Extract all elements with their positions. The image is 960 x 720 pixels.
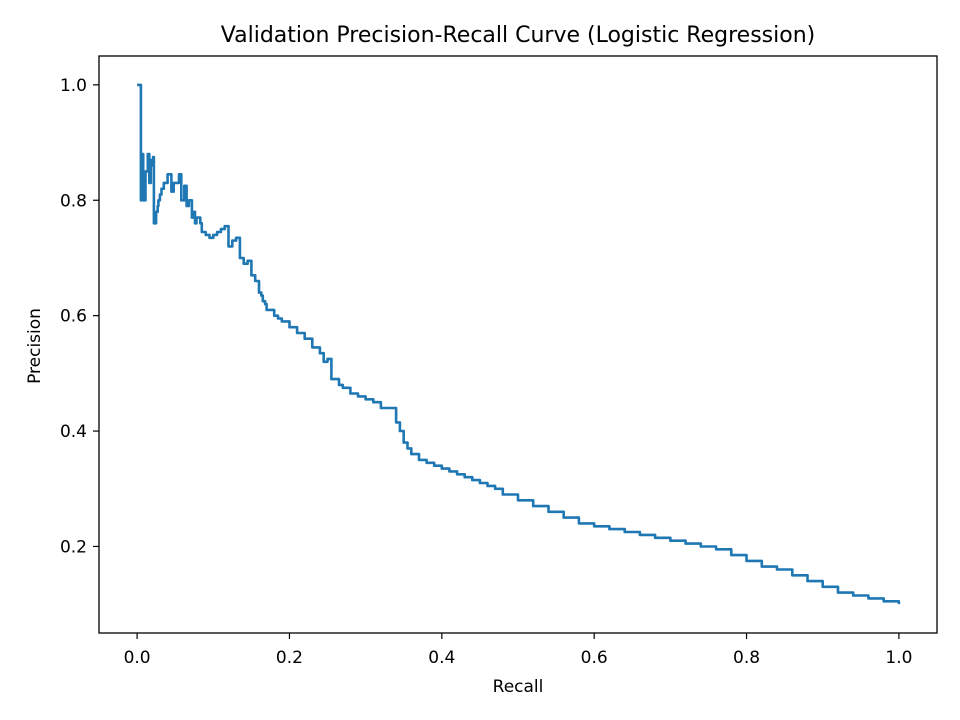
series-line-precision-recall — [137, 83, 901, 605]
y-tick-label: 0.8 — [60, 191, 87, 211]
x-tick-label: 0.6 — [581, 648, 608, 668]
x-axis-ticks: 0.0 0.2 0.4 0.6 0.8 1.0 — [124, 633, 912, 668]
x-tick-label: 1.0 — [885, 648, 912, 668]
y-axis-label: Precision — [25, 308, 45, 384]
x-tick-label: 0.2 — [276, 648, 303, 668]
x-axis-label: Recall — [493, 677, 544, 697]
x-tick-label: 0.0 — [124, 648, 151, 668]
y-tick-label: 0.2 — [60, 537, 87, 557]
x-tick-label: 0.4 — [428, 648, 455, 668]
x-tick-label: 0.8 — [733, 648, 760, 668]
y-tick-label: 1.0 — [60, 76, 87, 96]
chart-title: Validation Precision-Recall Curve (Logis… — [221, 23, 815, 48]
y-axis-ticks: 0.2 0.4 0.6 0.8 1.0 — [60, 76, 99, 557]
axes-frame — [98, 55, 938, 634]
y-tick-label: 0.4 — [60, 422, 87, 442]
y-tick-label: 0.6 — [60, 307, 87, 327]
